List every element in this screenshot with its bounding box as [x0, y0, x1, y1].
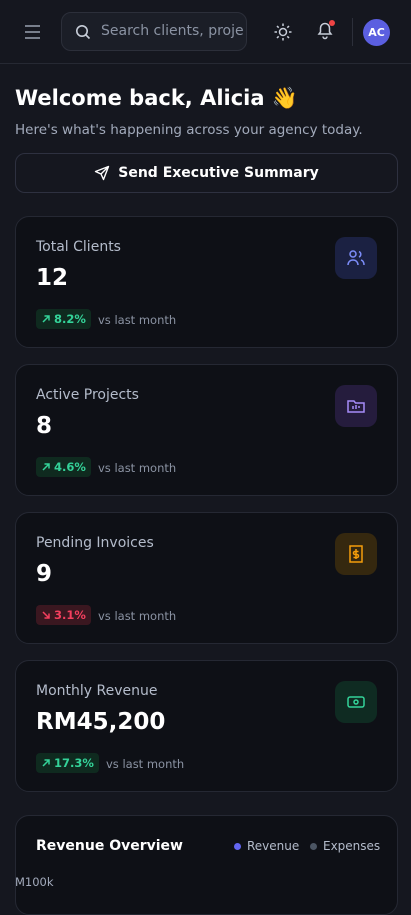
icon: [349, 545, 363, 563]
axis-label: M100k: [15, 875, 54, 889]
stat-value: RM45,200: [36, 709, 166, 735]
stat-icon: [335, 385, 377, 427]
stat-card: Total Clients 12 8.2% vs last month: [15, 216, 398, 348]
change-note: vs last month: [98, 609, 177, 623]
icon: [347, 400, 365, 413]
legend-dot: [310, 842, 317, 850]
change-value: 3.1%: [54, 608, 86, 622]
search-placeholder: Search clients, proje: [101, 23, 244, 39]
stat-icon: [335, 237, 377, 279]
stat-card: Pending Invoices 9 3.1% vs last month: [15, 512, 398, 644]
legend-label: Expenses: [323, 839, 381, 853]
change-note: vs last month: [98, 313, 177, 327]
legend-item: Expenses: [310, 839, 380, 853]
change-note: vs last month: [98, 461, 177, 475]
menu-button[interactable]: [24, 24, 41, 40]
stat-label: Active Projects: [36, 387, 139, 403]
legend-item: Revenue: [234, 839, 299, 853]
trend-arrow: [42, 611, 50, 619]
send-icon: [95, 165, 110, 181]
stat-icon: [335, 533, 377, 575]
change-badge: 17.3%: [36, 753, 99, 773]
stat-card: Active Projects 8 4.6% vs last month: [15, 364, 398, 496]
search-box[interactable]: Search clients, proje: [61, 12, 247, 51]
icon: [347, 696, 365, 708]
top-bar: Search clients, proje AC: [0, 0, 411, 64]
button-label: Send Executive Summary: [118, 165, 319, 181]
welcome-subtitle: Here's what's happening across your agen…: [15, 122, 363, 138]
legend-label: Revenue: [247, 839, 300, 853]
icon: [347, 250, 365, 266]
legend-dot: [234, 842, 241, 850]
stat-label: Total Clients: [36, 239, 121, 255]
change-value: 4.6%: [54, 460, 86, 474]
card-title: Revenue Overview: [36, 838, 183, 854]
theme-toggle[interactable]: [273, 22, 293, 42]
change-value: 17.3%: [54, 756, 94, 770]
change-note: vs last month: [106, 757, 185, 771]
stat-value: 12: [36, 265, 69, 291]
welcome-title: Welcome back, Alicia 👋: [15, 86, 298, 110]
notifications-button[interactable]: [315, 19, 337, 41]
trend-arrow: [42, 463, 50, 471]
change-badge: 8.2%: [36, 309, 91, 329]
search-icon: [76, 25, 91, 40]
stat-icon: [335, 681, 377, 723]
stat-value: 9: [36, 561, 53, 587]
avatar[interactable]: AC: [363, 19, 390, 46]
trend-arrow: [42, 759, 50, 767]
stat-label: Monthly Revenue: [36, 683, 158, 699]
revenue-card: Revenue Overview Revenue Expenses: [15, 815, 398, 915]
change-value: 8.2%: [54, 312, 86, 326]
change-badge: 3.1%: [36, 605, 91, 625]
trend-arrow: [42, 315, 50, 323]
stat-value: 8: [36, 413, 53, 439]
change-badge: 4.6%: [36, 457, 91, 477]
stat-card: Monthly Revenue RM45,200 17.3% vs last mont…: [15, 660, 398, 792]
divider: [352, 18, 353, 46]
stat-label: Pending Invoices: [36, 535, 154, 551]
send-summary-button[interactable]: Send Executive Summary: [15, 153, 398, 193]
